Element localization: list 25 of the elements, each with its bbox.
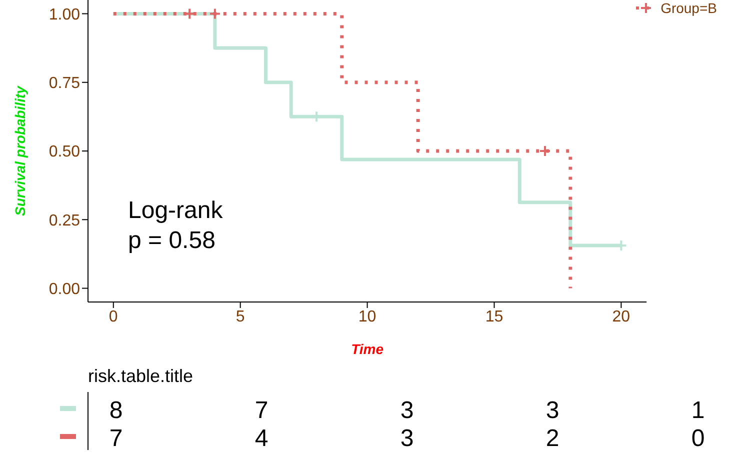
y-axis-title: Survival probability	[12, 84, 28, 216]
y-tick-label: 0.25	[48, 212, 80, 230]
data-label: 2	[546, 425, 560, 452]
x-tick-label: 5	[236, 308, 245, 326]
x-tick-label: 20	[612, 308, 630, 326]
y-tick-label: 1.00	[48, 6, 80, 24]
y-tick-label: 0.00	[48, 280, 80, 298]
data-label: 4	[254, 425, 268, 452]
legend-label: Group=B	[660, 0, 717, 16]
x-tick-label: 0	[108, 308, 118, 326]
data-label: 8	[109, 397, 123, 424]
data-label: 3	[546, 397, 560, 424]
data-label: 0	[691, 425, 705, 452]
data-label: 7	[254, 397, 268, 424]
data-label: 7	[109, 425, 123, 452]
chart-title: risk.table.title	[88, 366, 194, 386]
y-tick-label: 0.75	[48, 75, 80, 92]
annotation: Log-rank p = 0.58	[128, 196, 223, 256]
x-tick-label: 10	[358, 308, 376, 326]
x-tick-label: 15	[485, 308, 504, 326]
x-axis-title: Time	[351, 341, 384, 357]
data-label: 3	[400, 397, 414, 424]
data-label: 3	[400, 425, 414, 452]
data-label: 1	[691, 397, 705, 424]
y-tick-label: 0.50	[48, 144, 80, 161]
